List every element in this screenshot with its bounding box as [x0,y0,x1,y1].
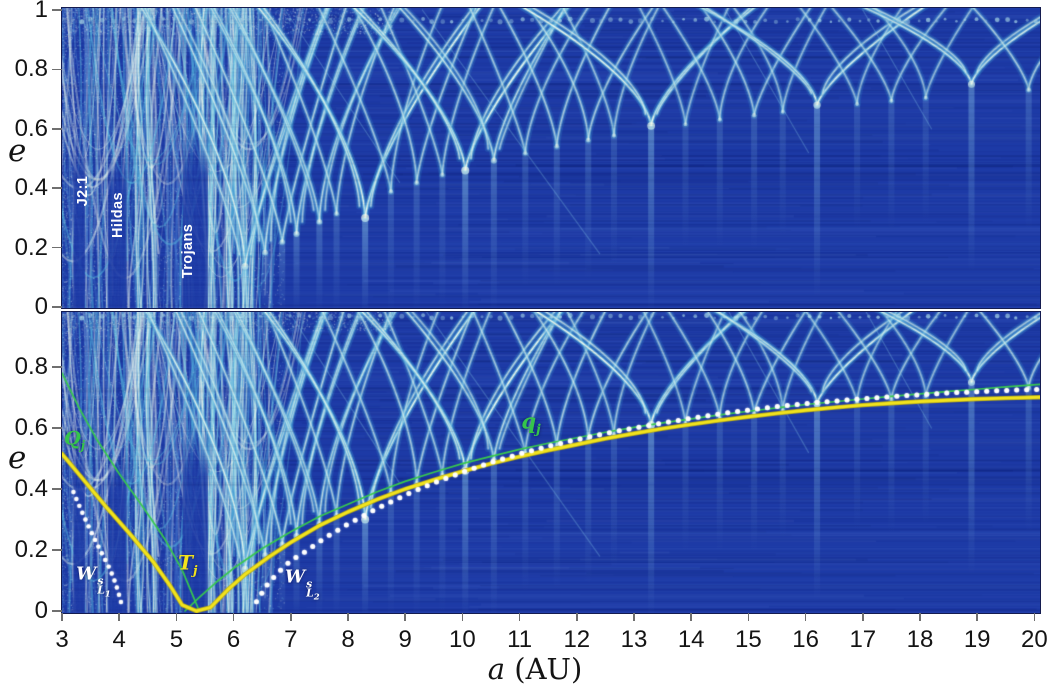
x-axis-tick-mark [633,613,635,621]
curve-label-Tj-sub: j [193,562,198,578]
y-axis-bottom-tick-label: 0 [34,597,48,624]
x-axis-tick-mark [804,613,807,621]
x-axis-tick-label: 17 [849,626,877,653]
x-axis-tick-label: 16 [792,626,819,653]
x-axis-tick-mark [862,613,864,621]
x-axis-tick-mark [232,613,235,621]
x-axis-tick-mark [61,613,63,621]
y-axis-top-tick-label: 0.8 [14,55,48,83]
x-axis-unit: (AU) [514,652,583,686]
x-axis-tick-mark [175,613,178,621]
x-axis-tick-mark [118,613,120,621]
y-axis-top-tick-label: 0 [34,293,48,320]
x-axis-tick-mark [461,613,464,621]
y-axis-bottom-tick-label: 0.2 [14,536,48,563]
curve-label-Qj-sub: j [80,438,85,453]
curve-label-qj: qj [521,408,541,439]
y-axis-title-bottom: e [8,440,27,476]
y-axis-bottom-tick-mark [52,549,62,551]
x-axis-tick-label: 4 [112,626,126,653]
x-axis-tick-mark [1033,613,1036,621]
y-axis-bottom-tick-mark [52,610,62,612]
x-axis-tick-label: 8 [341,626,355,653]
x-axis-tick-label: 15 [735,626,762,653]
x-axis-tick-mark [690,613,692,621]
y-axis-title-top: e [8,133,27,169]
y-axis-top-tick-mark [52,68,62,71]
x-axis-tick-label: 13 [620,626,648,653]
x-axis-tick-label: 19 [963,626,991,653]
curve-label-WsL2-subsub: 2 [313,591,320,602]
y-axis-top-tick-mark [52,9,62,11]
curve-label-qj-sub: j [536,423,541,439]
y-axis-bottom-tick-label: 0.4 [14,475,48,502]
y-axis-top-tick-label: 0.2 [14,233,48,261]
y-axis-top-tick-label: 1 [34,0,48,23]
x-axis-tick-mark [747,613,750,621]
x-axis-tick-label: 9 [398,626,412,653]
x-axis-tick-label: 6 [226,626,241,653]
resonance-label-j2-1: J2:1 [75,175,92,207]
x-axis-tick-mark [404,613,406,621]
curve-label-Tj: Tj [178,550,198,578]
x-axis-tick-mark [576,613,578,621]
curve-label-WsL1-sup: s [97,574,104,588]
y-axis-top-tick-label: 0.6 [14,114,48,142]
y-axis-top-tick-mark [52,306,62,308]
resonance-label-hildas: Hildas [110,191,127,238]
y-axis-top-tick-mark [52,128,62,130]
curve-label-Qj: Qj [64,427,85,453]
y-axis-top-tick-label: 0.4 [14,174,48,202]
x-axis-tick-label: 18 [906,626,934,653]
x-axis-tick-label: 11 [507,626,533,653]
x-axis-tick-label: 20 [1021,626,1048,653]
x-axis-tick-mark [518,613,521,621]
x-axis-tick-label: 14 [677,626,705,653]
y-axis-bottom-tick-label: 0.8 [14,353,48,380]
y-axis-bottom-tick-mark [52,366,62,368]
x-axis-tick-mark [976,613,978,621]
x-axis-tick-mark [919,613,921,621]
y-axis-bottom-tick-mark [52,488,62,490]
curve-label-WsL2-sup: s [306,577,313,591]
heatmap-bottom-panel [61,311,1041,614]
x-axis-tick-label: 3 [55,626,69,653]
x-axis-tick-label: 10 [449,626,476,653]
x-axis-tick-mark [347,613,349,621]
x-axis-variable: a [487,652,506,686]
x-axis-tick-label: 5 [169,626,184,653]
resonance-label-trojans: Trojans [179,223,196,278]
x-axis-tick-mark [290,613,292,621]
y-axis-bottom-tick-mark [52,427,62,429]
curve-label-WsL1-subsub: 1 [104,588,111,599]
x-axis-tick-label: 12 [563,626,591,653]
x-axis-title: a (AU) [445,652,625,686]
heatmap-top-panel [61,7,1041,309]
y-axis-top-tick-mark [52,187,62,189]
y-axis-bottom-tick-label: 0.6 [14,414,48,441]
x-axis-tick-label: 7 [284,626,298,653]
y-axis-top-tick-mark [52,246,62,249]
